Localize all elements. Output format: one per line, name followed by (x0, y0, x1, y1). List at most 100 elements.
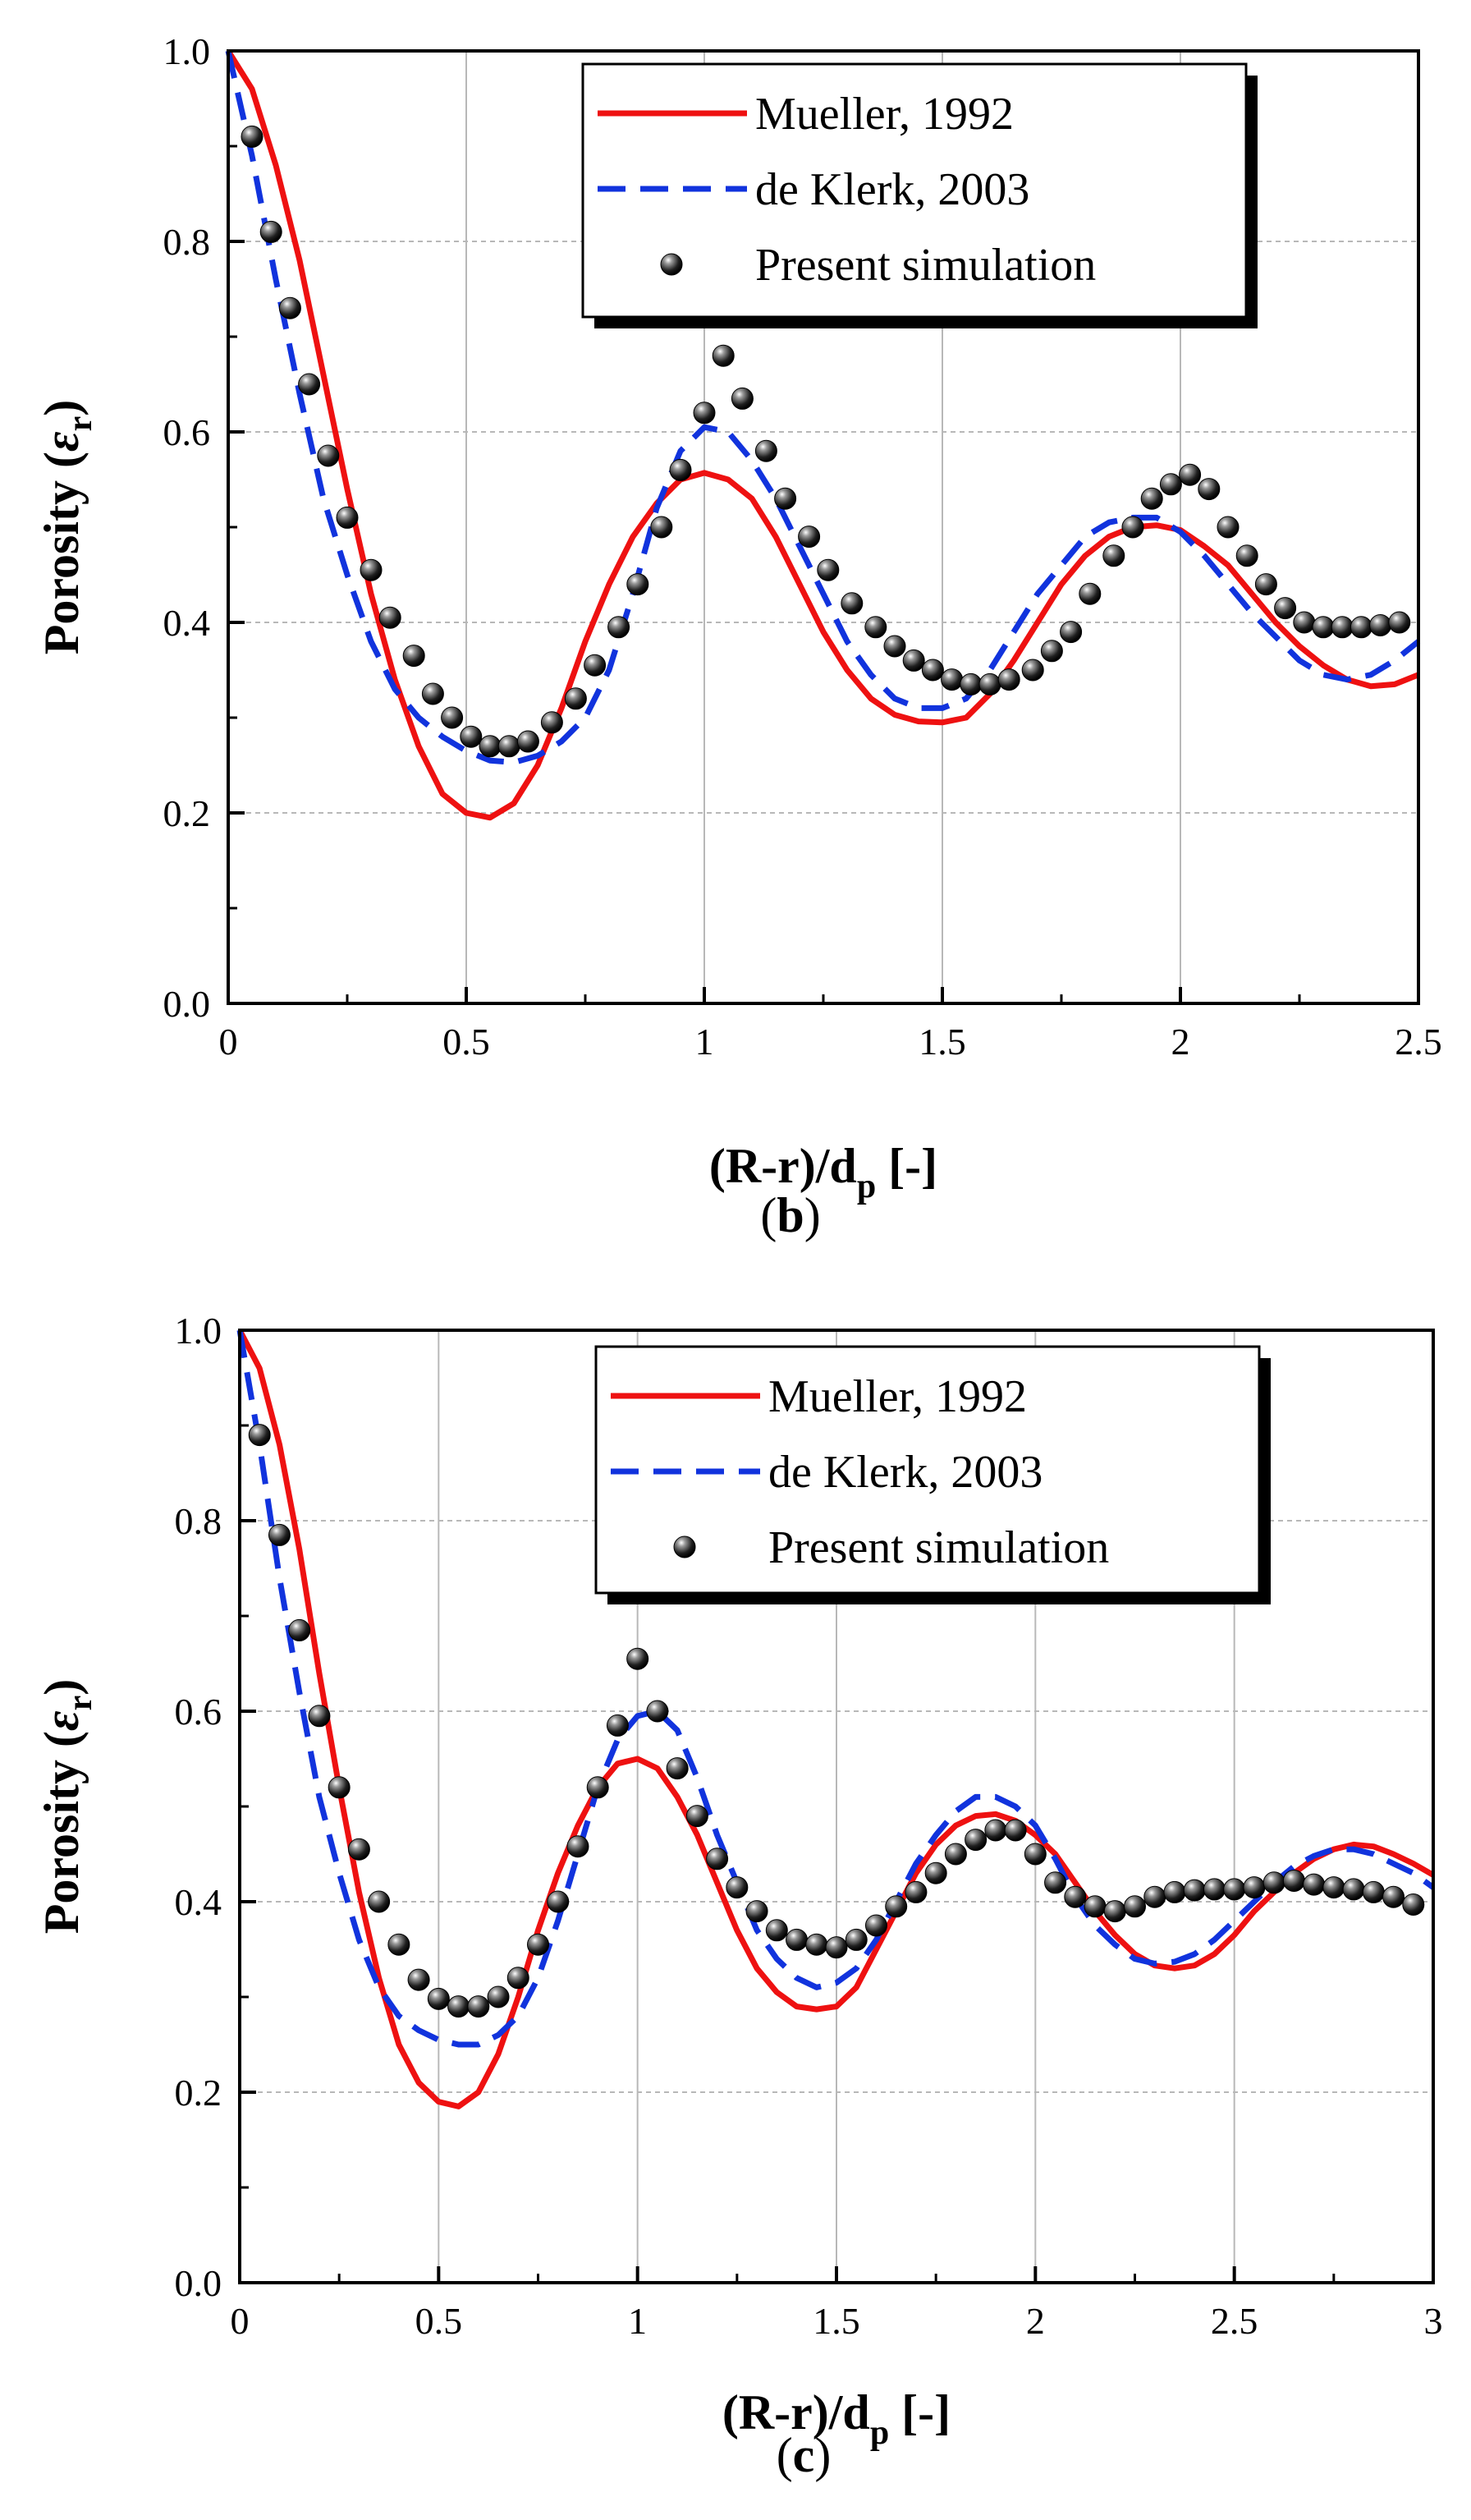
legend-label: de Klerk, 2003 (768, 1447, 1043, 1498)
x-tick-label: 0 (219, 1021, 238, 1063)
y-tick-label: 1.0 (175, 1310, 222, 1352)
data-point (626, 573, 649, 596)
data-point (328, 1776, 351, 1799)
data-point (402, 645, 425, 668)
data-point (547, 1890, 570, 1913)
data-point (731, 387, 754, 410)
data-point (288, 1618, 311, 1641)
series-de-klerk-2003 (225, 50, 1421, 765)
series-mueller-1992 (236, 1329, 1435, 2109)
y-axis-title: Porosity (εr) (34, 1679, 99, 1934)
series-present-simulation (241, 125, 1411, 758)
x-axis-title-subscript: p (857, 1168, 876, 1205)
data-point (479, 735, 502, 758)
data-point (885, 1895, 908, 1918)
data-point (566, 1835, 589, 1858)
panel-label: (c) (777, 2428, 832, 2482)
y-axis-title-symbol: ε (34, 431, 89, 452)
data-point (841, 592, 864, 615)
panel-label: (b) (760, 1188, 820, 1242)
x-axis-title-subscript: p (870, 2414, 889, 2452)
series-line (236, 1329, 1435, 2109)
y-tick-label: 0.0 (175, 2262, 222, 2304)
data-point (997, 668, 1020, 691)
data-point (1198, 478, 1221, 501)
chart-panel-c: 0 0.5 1 1.5 2 2.5 3 0.0 0.2 0.4 0.6 0.8 1.0 (R-r)/dp … (34, 1310, 1443, 2482)
data-point (924, 1861, 947, 1884)
legend-label: Mueller, 1992 (755, 89, 1014, 140)
data-point (586, 1776, 609, 1799)
y-axis-title-close: ) (34, 400, 89, 416)
y-tick-label: 0.6 (175, 1691, 222, 1733)
y-axis-title-close: ) (34, 1679, 89, 1696)
data-point (1040, 640, 1063, 663)
data-point (1102, 544, 1125, 567)
data-point (745, 1900, 768, 1923)
data-point (1024, 1843, 1047, 1866)
data-point (650, 516, 673, 539)
data-point (864, 1914, 887, 1937)
data-point (1159, 473, 1182, 496)
data-point (1223, 1878, 1246, 1901)
data-point (407, 1968, 430, 1991)
data-point (1262, 1871, 1285, 1894)
data-point (487, 1985, 510, 2008)
data-point (1402, 1893, 1425, 1916)
data-point (805, 1933, 828, 1956)
data-point (1060, 621, 1083, 644)
data-point (1124, 1895, 1146, 1918)
data-point (607, 616, 630, 639)
data-point (1342, 1878, 1365, 1901)
x-tick-label: 3 (1424, 2300, 1443, 2342)
data-point (666, 1757, 689, 1780)
panel-label-close: ) (804, 1188, 821, 1242)
y-tick-label: 0.6 (163, 411, 211, 453)
data-point (460, 725, 483, 748)
data-point (248, 1424, 271, 1447)
data-point (540, 711, 563, 734)
x-tick-label: 1 (695, 1021, 714, 1063)
data-point (1004, 1819, 1027, 1842)
series-line (236, 1329, 1436, 2048)
x-tick-label: 2.5 (1395, 1021, 1442, 1063)
data-point (712, 344, 735, 367)
data-point (1021, 659, 1044, 682)
data-point (1362, 1880, 1385, 1903)
data-point (883, 635, 906, 658)
x-tick-label: 2 (1026, 2300, 1045, 2342)
data-point (1303, 1873, 1326, 1896)
panel-label-open: ( (777, 2428, 793, 2482)
data-point (817, 558, 840, 581)
data-point (669, 458, 692, 481)
data-point (1282, 1869, 1305, 1892)
data-point (1382, 1885, 1405, 1908)
data-point (427, 1987, 450, 2010)
y-tick-label: 0.0 (163, 983, 211, 1025)
x-tick-label: 2.5 (1211, 2300, 1258, 2342)
x-axis-title: (R-r)/dp [-] (722, 2385, 951, 2452)
y-axis-title-subscript: r (62, 1696, 99, 1711)
data-point (378, 606, 401, 629)
data-point (1243, 1876, 1266, 1899)
data-point (1331, 616, 1354, 639)
data-point (387, 1933, 410, 1956)
data-point (1254, 573, 1277, 596)
x-tick-label: 1 (628, 2300, 647, 2342)
data-point (754, 439, 777, 462)
x-axis-title-suffix: [-] (889, 2385, 951, 2440)
data-point (626, 1647, 649, 1670)
data-point (506, 1967, 529, 1990)
data-point (1217, 516, 1240, 539)
data-point (786, 1928, 809, 1951)
data-point (921, 659, 944, 682)
data-point (1179, 463, 1202, 486)
y-axis-title-main: Porosity ( (34, 452, 89, 654)
x-axis-title-suffix: [-] (876, 1139, 937, 1193)
legend-label: Present simulation (755, 240, 1096, 291)
legend: Mueller, 1992 de Klerk, 2003 Present simul… (594, 1345, 1271, 1604)
y-tick-label: 0.2 (175, 2072, 222, 2114)
y-tick-label: 0.4 (175, 1881, 222, 1923)
data-point (278, 296, 301, 319)
y-axis-title-subscript: r (62, 416, 99, 432)
